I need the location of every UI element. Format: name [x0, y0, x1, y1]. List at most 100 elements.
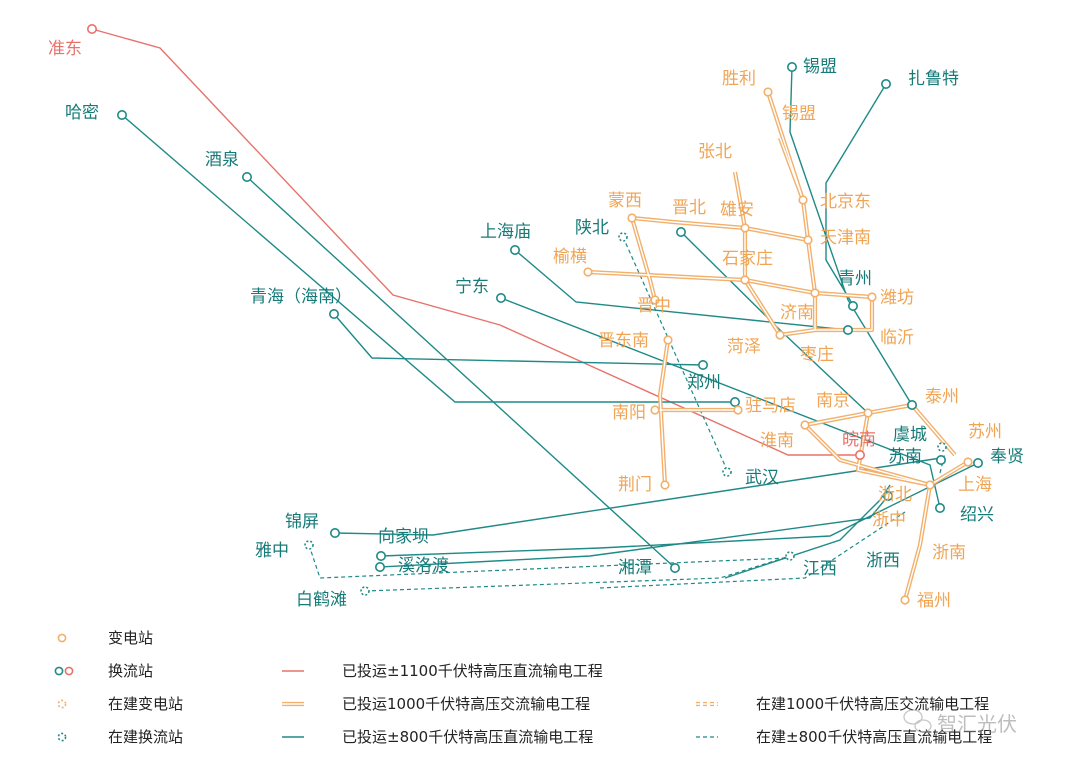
label-shijiazhuang: 石家庄	[722, 249, 773, 269]
substation-yuheng	[583, 267, 593, 277]
converter-sunan	[935, 454, 946, 465]
converter-taizhou	[906, 399, 917, 410]
line-baihetan-jiangsu	[599, 511, 906, 589]
legend-converter-label: 换流站	[108, 662, 153, 680]
label-ningdong: 宁东	[455, 277, 489, 297]
line-ningdong-shaoxing	[500, 297, 941, 509]
dc800-lines	[121, 66, 979, 579]
label-fuzhou: 福州	[917, 591, 951, 611]
ac1000-lines-inner	[587, 91, 969, 601]
line-zhalute-qingzhou	[825, 83, 887, 306]
converter-xiangjiaba	[375, 550, 386, 561]
substation-jingmen	[660, 480, 670, 490]
legend-substation-label: 变电站	[108, 629, 153, 647]
label-sunan: 苏南	[888, 447, 922, 467]
label-nanjing: 南京	[816, 391, 850, 411]
label-jiangxi: 江西	[803, 559, 837, 579]
legend-dc800-building-label: 在建±800千伏特高压直流输电工程	[756, 728, 992, 746]
label-zhezhong: 浙中	[872, 510, 906, 530]
legend-converter-icon-teal	[54, 666, 64, 676]
legend: 变电站 换流站 在建变电站 在建换流站 已投运±1100千伏特高压直流输电工程 …	[54, 629, 992, 746]
station-labels: 准东 哈密 酒泉 青海（海南） 上海庙 宁东 陕北 锡盟 扎鲁特 胜利 锡盟 张…	[48, 39, 1024, 611]
label-shanghai: 上海	[958, 475, 992, 495]
substation-shijiazhuang	[740, 275, 750, 285]
label-heze: 菏泽	[727, 337, 761, 357]
legend-ac1000-label: 已投运1000千伏特高压交流输电工程	[342, 695, 590, 713]
converter-qinghai	[328, 308, 339, 319]
substation-jindongnan	[663, 335, 673, 345]
converter-ximeng	[786, 61, 797, 72]
converter-qingzhou	[847, 300, 858, 311]
label-zhenan: 浙南	[932, 543, 966, 563]
label-jiuquan: 酒泉	[205, 150, 239, 170]
substation-zhebei	[925, 480, 935, 490]
ac-yuheng-weifang	[587, 269, 873, 300]
line-zhundong-wannan	[91, 28, 858, 456]
converter-shaoxing	[934, 502, 945, 513]
label-xiongan: 雄安	[720, 200, 754, 220]
label-shaoxing: 绍兴	[960, 505, 994, 525]
converter-hami	[117, 110, 128, 121]
label-taizhou: 泰州	[925, 387, 959, 407]
label-beijingdong: 北京东	[820, 192, 871, 212]
label-zhundong: 准东	[48, 39, 82, 59]
line-xiangjiaba-fengxian	[380, 462, 979, 557]
substation-suzhou	[963, 457, 973, 467]
label-zhangbei: 张北	[698, 142, 732, 162]
converter-wannan	[854, 449, 865, 460]
converter-jinbei	[675, 227, 686, 238]
label-zhalute: 扎鲁特	[908, 69, 959, 89]
label-xiluodu: 溪洛渡	[398, 556, 449, 576]
building-converter-yucheng	[937, 442, 947, 452]
building-converter-shaanbei	[618, 232, 628, 242]
label-jinping: 锦屏	[285, 512, 319, 532]
label-zhebei: 浙北	[878, 485, 912, 505]
substation-zhumadian-ac	[733, 405, 743, 415]
label-jinbei: 晋北	[672, 198, 706, 218]
dc1100-lines	[91, 28, 858, 456]
label-wannan: 皖南	[842, 430, 876, 450]
label-yazhong: 雅中	[255, 541, 289, 561]
substation-xiongan	[740, 223, 750, 233]
converter-jinping	[329, 527, 340, 538]
line-xiluodu-zhexi	[379, 495, 889, 568]
label-suzhou: 苏州	[968, 422, 1002, 442]
label-ximeng-ac: 锡盟	[782, 104, 816, 124]
label-wuhan: 武汉	[745, 468, 779, 488]
label-yuheng: 榆横	[553, 247, 587, 267]
label-linyi: 临沂	[880, 328, 914, 348]
line-hami-zhengzhou	[121, 114, 735, 403]
label-jingmen: 荆门	[618, 475, 652, 495]
legend-substation-icon	[57, 633, 67, 643]
label-zhumadian: 驻马店	[745, 396, 796, 416]
converter-zhalute	[880, 79, 891, 90]
converter-fengxian	[972, 457, 983, 468]
label-shanghaimiao: 上海庙	[480, 222, 531, 242]
legend-converter-icon-red	[64, 666, 74, 676]
line-jinbei-nanjing	[680, 231, 869, 414]
converter-zhexi	[882, 490, 893, 501]
converter-shanghaimiao	[509, 245, 520, 256]
label-zhexi: 浙西	[866, 551, 900, 571]
legend-dc800-label: 已投运±800千伏特高压直流输电工程	[342, 728, 593, 746]
legend-dc1100-label: 已投运±1100千伏特高压直流输电工程	[342, 662, 603, 680]
substation-beijingdong	[798, 195, 808, 205]
label-nanyang: 南阳	[612, 403, 646, 423]
label-mengxi: 蒙西	[608, 191, 642, 211]
watermark-text: 智汇光伏	[937, 712, 1017, 736]
label-huainan: 淮南	[760, 431, 794, 451]
legend-substation-building-label: 在建变电站	[108, 695, 183, 713]
building-converter-baihetan	[360, 586, 370, 596]
label-fengxian: 奉贤	[990, 447, 1024, 467]
substation-zaozhuang	[775, 330, 785, 340]
line-ximeng-taizhou	[789, 66, 913, 406]
substation-nanjing	[863, 408, 873, 418]
converter-zhundong	[87, 23, 98, 34]
label-yucheng: 虞城	[893, 425, 927, 445]
label-jinan: 济南	[780, 303, 814, 323]
converter-zhumadian	[729, 396, 740, 407]
converter-linyi	[842, 324, 853, 335]
ac-mengxi-tianjinnan	[631, 215, 809, 243]
building-converter-yazhong	[304, 540, 314, 550]
